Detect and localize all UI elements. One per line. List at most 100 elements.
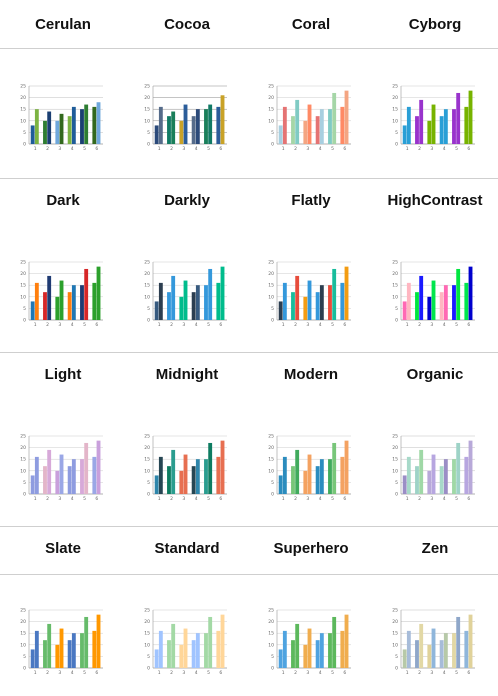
bar <box>30 125 35 144</box>
bar <box>291 640 295 668</box>
chart-wrapper: 0 5 10 15 20 25 1 2 3 4 5 6 <box>249 366 373 522</box>
x-tick-label: 1 <box>158 496 161 502</box>
row-separator <box>0 48 498 49</box>
theme-cell-light[interactable]: Light 0 5 10 15 20 25 1 2 3 4 5 6 <box>1 366 125 522</box>
bar <box>183 280 188 320</box>
bar <box>183 628 188 668</box>
row-separator <box>0 574 498 575</box>
theme-title: Midnight <box>155 366 219 383</box>
theme-cell-organic[interactable]: Organic 0 5 10 15 20 25 1 2 3 4 5 6 <box>373 366 497 522</box>
bar <box>332 616 337 668</box>
x-tick-label: 5 <box>331 496 334 502</box>
y-tick-label: 15 <box>268 107 274 113</box>
bar <box>191 116 196 144</box>
bar <box>291 116 295 144</box>
theme-cell-highcontrast[interactable]: HighContrast 0 5 10 15 20 25 1 2 3 4 5 6 <box>373 192 497 348</box>
y-tick-label: 5 <box>271 306 274 312</box>
x-tick-label: 2 <box>294 322 297 328</box>
bar <box>464 630 469 668</box>
theme-cell-coral[interactable]: Coral 0 5 10 15 20 25 1 2 3 4 5 6 <box>249 16 373 172</box>
theme-cell-superhero[interactable]: Superhero 0 5 10 15 20 25 1 2 3 4 5 6 <box>249 540 373 696</box>
bar <box>67 466 72 494</box>
bar <box>402 475 407 494</box>
theme-cell-modern[interactable]: Modern 0 5 10 15 20 25 1 2 3 4 5 6 <box>249 366 373 522</box>
theme-cell-darkly[interactable]: Darkly 0 5 10 15 20 25 1 2 3 4 5 6 <box>125 192 249 348</box>
bar <box>208 104 213 144</box>
bar <box>319 633 324 668</box>
y-tick-label: 5 <box>395 130 398 136</box>
bar <box>415 292 419 320</box>
chart-wrapper: 0 5 10 15 20 25 1 2 3 4 5 6 <box>249 16 373 172</box>
bar <box>282 106 287 144</box>
x-tick-label: 1 <box>34 670 37 676</box>
theme-cell-midnight[interactable]: Midnight 0 5 10 15 20 25 1 2 3 4 5 6 <box>125 366 249 522</box>
bar <box>278 301 283 320</box>
bar <box>419 99 424 144</box>
bar <box>427 296 432 320</box>
bar <box>183 454 188 494</box>
y-tick-label: 15 <box>268 631 274 637</box>
bar <box>344 90 349 144</box>
bar <box>59 280 64 320</box>
bar <box>43 640 47 668</box>
y-tick-label: 20 <box>20 619 26 625</box>
y-tick-label: 20 <box>20 271 26 277</box>
y-tick-label: 25 <box>392 84 398 90</box>
bar <box>282 630 287 668</box>
bar <box>183 104 188 144</box>
bar <box>319 459 324 494</box>
y-tick-label: 15 <box>392 283 398 289</box>
y-tick-label: 5 <box>147 306 150 312</box>
y-tick-label: 15 <box>20 107 26 113</box>
bar <box>332 92 337 144</box>
bar <box>307 628 312 668</box>
x-tick-label: 3 <box>58 146 61 152</box>
x-tick-label: 4 <box>195 146 198 152</box>
bar <box>328 285 332 320</box>
theme-cell-zen[interactable]: Zen 0 5 10 15 20 25 1 2 3 4 5 6 <box>373 540 497 696</box>
bar <box>34 630 39 668</box>
bar <box>315 116 320 144</box>
theme-cell-flatly[interactable]: Flatly 0 5 10 15 20 25 1 2 3 4 5 6 <box>249 192 373 348</box>
chart-wrapper: 0 5 10 15 20 25 1 2 3 4 5 6 <box>125 366 249 522</box>
bar <box>67 292 72 320</box>
bar <box>427 470 432 494</box>
theme-cell-cerulan[interactable]: Cerulan 0 5 10 15 20 25 1 2 3 4 5 6 <box>1 16 125 172</box>
x-tick-label: 3 <box>182 322 185 328</box>
y-tick-label: 10 <box>268 642 274 648</box>
mini-bar-chart: 0 5 10 15 20 25 1 2 3 4 5 6 <box>392 260 475 328</box>
bar <box>204 459 208 494</box>
bar <box>291 292 295 320</box>
y-tick-label: 20 <box>144 95 150 101</box>
theme-cell-standard[interactable]: Standard 0 5 10 15 20 25 1 2 3 4 5 6 <box>125 540 249 696</box>
bar <box>71 285 76 320</box>
bar <box>47 449 52 494</box>
mini-bar-chart: 0 5 10 15 20 25 1 2 3 4 5 6 <box>144 260 227 328</box>
mini-bar-chart: 0 5 10 15 20 25 1 2 3 4 5 6 <box>144 434 227 502</box>
theme-cell-cocoa[interactable]: Cocoa 0 5 10 15 20 25 1 2 3 4 5 6 <box>125 16 249 172</box>
theme-title: HighContrast <box>387 192 483 209</box>
bar <box>468 266 473 320</box>
x-tick-label: 6 <box>343 146 346 152</box>
bar <box>216 630 221 668</box>
x-tick-label: 6 <box>219 146 222 152</box>
bar <box>34 282 39 320</box>
bar <box>71 106 76 144</box>
x-tick-label: 1 <box>158 146 161 152</box>
x-tick-label: 3 <box>430 146 433 152</box>
theme-cell-cyborg[interactable]: Cyborg 0 5 10 15 20 25 1 2 3 4 5 6 <box>373 16 497 172</box>
y-tick-label: 15 <box>392 631 398 637</box>
bar <box>402 301 407 320</box>
y-tick-label: 10 <box>392 118 398 124</box>
y-tick-label: 0 <box>395 492 398 498</box>
y-tick-label: 10 <box>392 642 398 648</box>
bar <box>43 120 47 144</box>
x-tick-label: 6 <box>467 670 470 676</box>
x-tick-label: 6 <box>467 146 470 152</box>
x-tick-label: 4 <box>443 322 446 328</box>
x-tick-label: 6 <box>467 322 470 328</box>
x-tick-label: 1 <box>158 670 161 676</box>
theme-cell-slate[interactable]: Slate 0 5 10 15 20 25 1 2 3 4 5 6 <box>1 540 125 696</box>
theme-cell-dark[interactable]: Dark 0 5 10 15 20 25 1 2 3 4 5 6 <box>1 192 125 348</box>
y-tick-label: 10 <box>144 294 150 300</box>
